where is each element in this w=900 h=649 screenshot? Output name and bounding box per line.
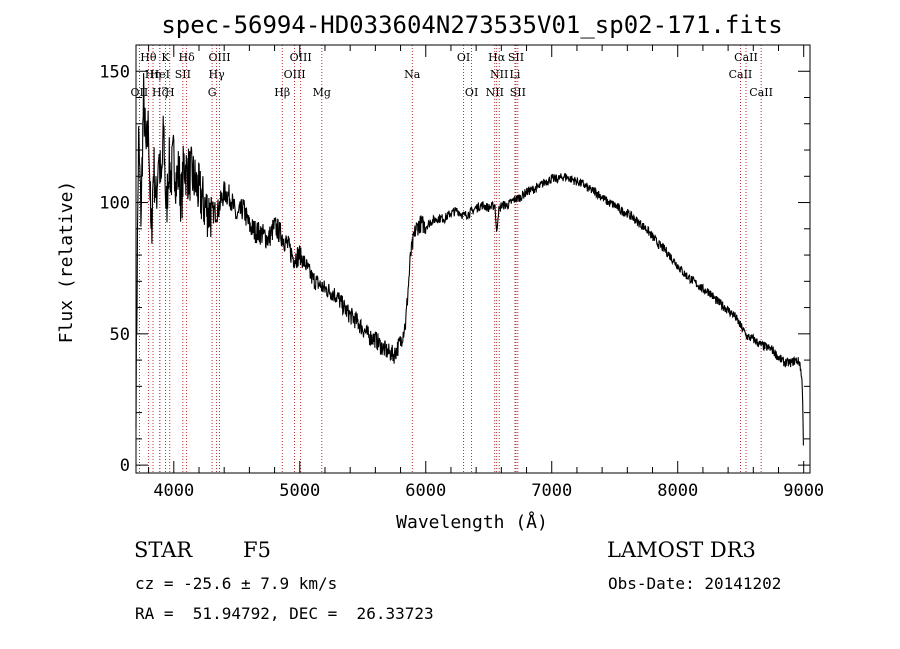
x-tick-label: 7000 xyxy=(531,481,572,501)
spectral-line-label: Hζ xyxy=(152,86,168,99)
x-tick-label: 5000 xyxy=(279,481,320,501)
spectral-line-label: NII xyxy=(486,86,504,99)
x-tick-label: 9000 xyxy=(783,481,824,501)
spectral-line-label: K xyxy=(161,51,170,64)
spectral-line-label: HeI xyxy=(150,68,170,81)
y-axis-label: Flux (relative) xyxy=(56,181,77,344)
survey-name: LAMOST DR3 xyxy=(607,538,756,562)
spectral-line-label: CaII xyxy=(729,68,753,81)
spectral-line-label: Hβ xyxy=(274,86,290,99)
object-class: STAR xyxy=(134,538,193,562)
spectral-line-label: Hγ xyxy=(209,68,226,81)
x-tick-label: 6000 xyxy=(405,481,446,501)
y-tick-label: 50 xyxy=(110,325,130,345)
y-tick-label: 100 xyxy=(99,194,130,214)
y-tick-label: 0 xyxy=(120,456,130,476)
spectral-line-label: Hδ xyxy=(179,51,196,64)
spectral-line-label: CaII xyxy=(734,51,758,64)
redshift-velocity: cz = -25.6 ± 7.9 km/s xyxy=(135,574,338,593)
spectral-line-label: OIII xyxy=(290,51,312,64)
spectral-line-label: Hη xyxy=(145,68,161,81)
chart-title: spec-56994-HD033604N273535V01_sp02-171.f… xyxy=(161,11,782,39)
object-subclass: F5 xyxy=(243,538,271,562)
spectral-line-label: OIII xyxy=(284,68,306,81)
spectral-line-label: Hθ xyxy=(140,51,157,64)
spectral-line-label: Mg xyxy=(313,86,331,99)
spectral-line-label: OI xyxy=(457,51,470,64)
spectral-line-label: Hα xyxy=(488,51,506,64)
observation-date: Obs-Date: 20141202 xyxy=(608,574,782,593)
spectral-line-label: H xyxy=(165,86,175,99)
y-tick-label: 150 xyxy=(99,62,130,82)
x-axis-label: Wavelength (Å) xyxy=(396,511,548,533)
x-tick-label: 4000 xyxy=(153,481,194,501)
spectral-line-label: CaII xyxy=(749,86,773,99)
spectral-line-label: SII xyxy=(510,86,526,99)
axis-ticks: 4000 5000 6000 7000 8000 9000 0 50 100 150 xyxy=(99,44,824,501)
spectral-line-label: Li xyxy=(510,68,521,81)
spectrum-line xyxy=(135,73,804,446)
spectral-line-label: SII xyxy=(508,51,524,64)
plot-frame xyxy=(135,44,811,474)
coordinates: RA = 51.94792, DEC = 26.33723 xyxy=(135,604,434,623)
spectral-line-label: SII xyxy=(175,68,191,81)
spectral-line-label: OI xyxy=(465,86,478,99)
x-tick-label: 8000 xyxy=(657,481,698,501)
spectral-line-label: G xyxy=(208,86,217,99)
spectral-line-label: Na xyxy=(404,68,421,81)
spectral-line-label: NII xyxy=(490,68,508,81)
spectral-line-label: OIII xyxy=(208,51,230,64)
